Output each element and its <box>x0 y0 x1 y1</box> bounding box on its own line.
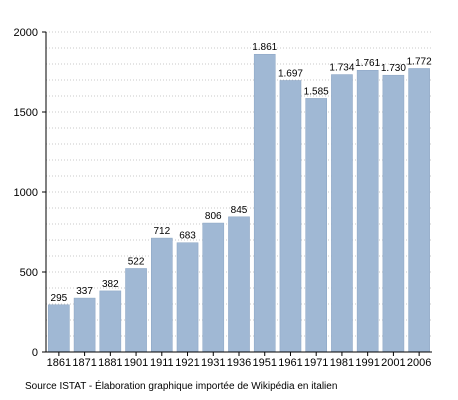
data-label-1961: 1.697 <box>278 68 303 79</box>
x-tick-label-1981: 1981 <box>330 357 354 369</box>
data-label-1921: 683 <box>179 231 196 242</box>
bar-1861 <box>48 304 70 353</box>
bar-1951 <box>253 53 276 353</box>
data-label-1881: 382 <box>102 279 119 290</box>
bar-1921 <box>176 242 199 353</box>
data-label-1991: 1.761 <box>355 58 380 69</box>
y-tick-label: 1000 <box>14 187 38 199</box>
x-tick-label-1931: 1931 <box>201 357 225 369</box>
x-tick-label-1901: 1901 <box>124 357 148 369</box>
bar-2006 <box>408 68 430 353</box>
bar-1931 <box>202 222 225 353</box>
x-tick-label-1951: 1951 <box>252 357 276 369</box>
data-label-1936: 845 <box>231 205 248 216</box>
data-label-2006: 1.772 <box>407 56 432 67</box>
data-label-1911: 712 <box>153 226 170 237</box>
bar-1911 <box>150 237 173 353</box>
bar-1971 <box>305 98 328 353</box>
x-tick-label-1991: 1991 <box>355 357 379 369</box>
bar-1901 <box>125 268 147 353</box>
data-label-1931: 806 <box>205 211 222 222</box>
data-label-1871: 337 <box>76 286 93 297</box>
bar-1871 <box>73 297 96 353</box>
data-label-1901: 522 <box>128 256 145 267</box>
x-tick-label-1911: 1911 <box>150 357 174 369</box>
bar-1991 <box>356 69 379 353</box>
x-axis-ticks: 1861 1871 1881 1901 1911 1921 1931 1936 1951 1961… <box>47 352 431 369</box>
source-caption: Source ISTAT - Élaboration graphique imp… <box>25 381 338 392</box>
x-tick-label-1871: 1871 <box>72 357 96 369</box>
data-label-1971: 1.585 <box>304 86 329 97</box>
bar-1936 <box>228 216 250 353</box>
data-label-1981: 1.734 <box>329 63 354 74</box>
y-axis-ticks: 0 500 1000 1500 2000 <box>14 27 46 359</box>
x-tick-label-1921: 1921 <box>175 357 199 369</box>
data-label-2001: 1.730 <box>381 63 406 74</box>
x-tick-label-2001: 2001 <box>381 357 405 369</box>
x-tick-label-2006: 2006 <box>407 357 431 369</box>
bar-1961 <box>279 80 302 353</box>
x-tick-label-1861: 1861 <box>47 357 71 369</box>
y-tick-label: 0 <box>32 347 38 359</box>
x-tick-label-1961: 1961 <box>278 357 302 369</box>
bar-1981 <box>331 74 353 353</box>
y-tick-label: 500 <box>20 267 38 279</box>
y-tick-label: 1500 <box>14 107 38 119</box>
y-tick-label: 2000 <box>14 27 38 39</box>
bar-2001 <box>382 74 405 353</box>
x-tick-label-1881: 1881 <box>98 357 122 369</box>
x-tick-label-1971: 1971 <box>304 357 328 369</box>
data-label-1951: 1.861 <box>252 42 277 53</box>
data-label-1861: 295 <box>51 293 68 304</box>
bars <box>48 53 430 353</box>
x-tick-label-1936: 1936 <box>227 357 251 369</box>
bar-1881 <box>99 290 122 353</box>
